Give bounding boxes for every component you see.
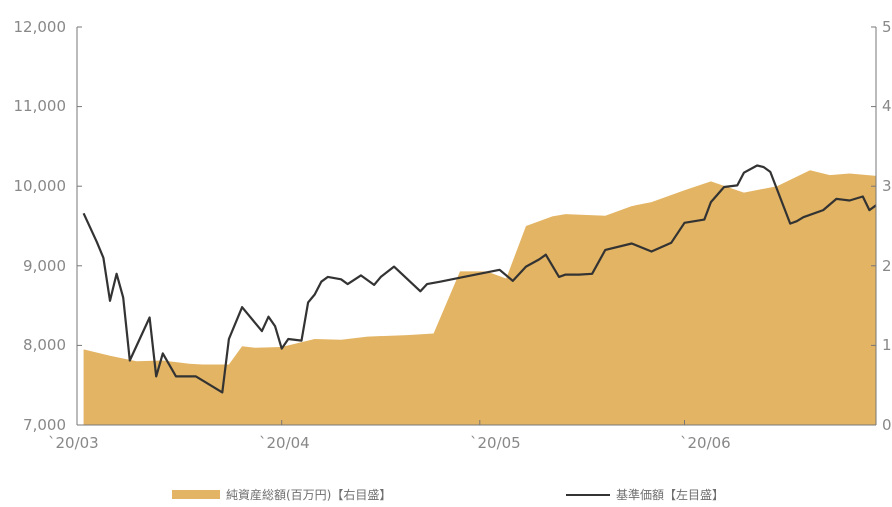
left-tick-label: 12,000: [14, 18, 67, 36]
legend-swatch-line: [566, 493, 610, 496]
x-tick-label: `20/04: [259, 434, 310, 452]
right-tick-label: 1: [882, 336, 892, 354]
x-tick-label: `20/05: [470, 434, 521, 452]
right-axis-labels: 5 4 3 2 1 0: [882, 18, 892, 434]
left-tick-label: 8,000: [23, 336, 66, 354]
right-tick-label: 0: [882, 416, 892, 434]
chart: 12,000 11,000 10,000 9,000 8,000 7,000 5…: [14, 18, 892, 452]
legend-label-nav: 基準価額【左目盛】: [616, 488, 725, 502]
left-tick-label: 10,000: [14, 177, 67, 195]
x-axis-labels: `20/03 `20/04 `20/05 `20/06: [48, 434, 731, 452]
right-tick-label: 5: [882, 18, 892, 36]
legend-item-net-assets: 純資産総額(百万円)【右目盛】: [172, 486, 391, 503]
left-tick-label: 9,000: [23, 257, 66, 275]
axis-ticks: [76, 26, 876, 426]
right-tick-label: 4: [882, 97, 892, 115]
plot-area: [82, 164, 877, 425]
legend-swatch-area: [172, 490, 220, 499]
nav-line: [82, 164, 877, 394]
left-axis-labels: 12,000 11,000 10,000 9,000 8,000 7,000: [14, 18, 67, 434]
legend-item-nav: 基準価額【左目盛】: [566, 486, 724, 503]
right-tick-label: 2: [882, 257, 892, 275]
left-tick-label: 7,000: [23, 416, 66, 434]
left-tick-label: 11,000: [14, 97, 67, 115]
legend-label-net-assets: 純資産総額(百万円)【右目盛】: [226, 488, 392, 502]
x-tick-label: `20/06: [680, 434, 731, 452]
legend: 純資産総額(百万円)【右目盛】 基準価額【左目盛】: [0, 486, 892, 506]
right-tick-label: 3: [882, 177, 892, 195]
x-tick-label: `20/03: [48, 434, 99, 452]
net-assets-area: [83, 170, 877, 425]
